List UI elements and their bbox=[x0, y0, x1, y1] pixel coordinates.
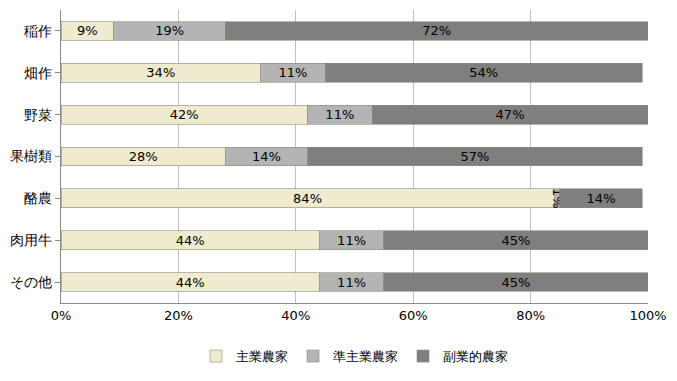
svg-text:肉用牛: 肉用牛 bbox=[10, 232, 52, 248]
svg-text:45%: 45% bbox=[501, 275, 530, 290]
svg-text:20%: 20% bbox=[164, 308, 193, 323]
svg-text:34%: 34% bbox=[146, 65, 175, 80]
svg-text:14%: 14% bbox=[587, 191, 616, 206]
svg-text:11%: 11% bbox=[337, 233, 366, 248]
svg-text:57%: 57% bbox=[460, 149, 489, 164]
svg-text:45%: 45% bbox=[501, 233, 530, 248]
svg-text:44%: 44% bbox=[176, 275, 205, 290]
svg-text:11%: 11% bbox=[278, 65, 307, 80]
svg-text:44%: 44% bbox=[176, 233, 205, 248]
svg-text:稲作: 稲作 bbox=[24, 23, 52, 39]
svg-text:0%: 0% bbox=[51, 308, 72, 323]
svg-text:野菜: 野菜 bbox=[24, 107, 52, 123]
svg-text:11%: 11% bbox=[325, 107, 354, 122]
svg-text:主業農家: 主業農家 bbox=[236, 349, 288, 364]
svg-text:100%: 100% bbox=[629, 308, 666, 323]
svg-text:9%: 9% bbox=[77, 23, 98, 38]
svg-text:84%: 84% bbox=[293, 191, 322, 206]
svg-text:28%: 28% bbox=[129, 149, 158, 164]
svg-text:80%: 80% bbox=[516, 308, 545, 323]
svg-text:11%: 11% bbox=[337, 275, 366, 290]
svg-text:42%: 42% bbox=[170, 107, 199, 122]
svg-text:14%: 14% bbox=[252, 149, 281, 164]
svg-text:果樹類: 果樹類 bbox=[10, 148, 52, 164]
svg-text:60%: 60% bbox=[399, 308, 428, 323]
svg-text:副業的農家: 副業的農家 bbox=[443, 349, 508, 364]
svg-text:54%: 54% bbox=[469, 65, 498, 80]
svg-text:19%: 19% bbox=[155, 23, 184, 38]
svg-text:72%: 72% bbox=[422, 23, 451, 38]
svg-text:畑作: 畑作 bbox=[24, 65, 52, 81]
svg-text:40%: 40% bbox=[281, 308, 310, 323]
svg-text:47%: 47% bbox=[496, 107, 525, 122]
svg-text:1%: 1% bbox=[550, 188, 565, 209]
svg-text:酪農: 酪農 bbox=[24, 190, 52, 206]
svg-text:準主業農家: 準主業農家 bbox=[333, 349, 398, 364]
svg-text:その他: その他 bbox=[10, 274, 52, 290]
